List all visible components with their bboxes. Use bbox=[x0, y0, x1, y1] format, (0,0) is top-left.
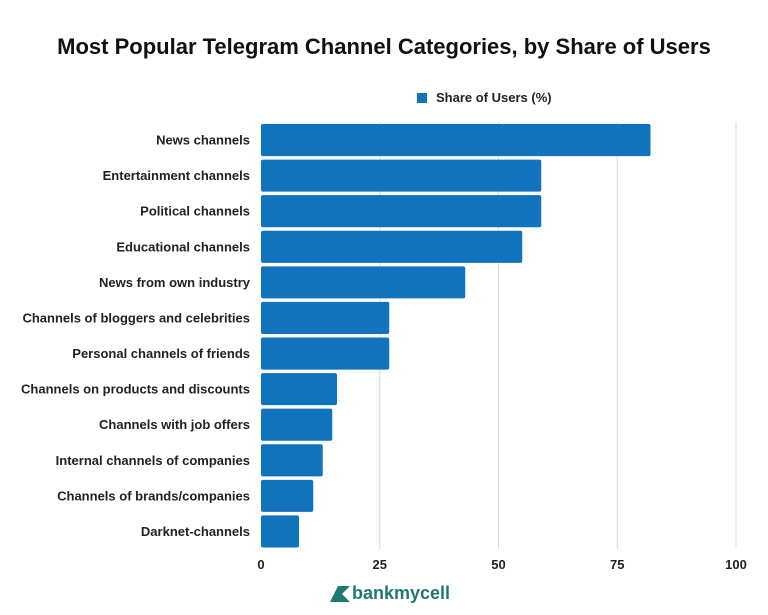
category-label: News channels bbox=[156, 133, 250, 148]
bar bbox=[261, 266, 466, 299]
category-label: Channels with job offers bbox=[99, 417, 250, 432]
logo-text: bankmycell bbox=[352, 582, 451, 603]
legend-label: Share of Users (%) bbox=[436, 90, 552, 105]
category-label: Political channels bbox=[140, 204, 250, 219]
chart-title: Most Popular Telegram Channel Categories… bbox=[57, 34, 711, 59]
bar bbox=[261, 479, 314, 512]
bar bbox=[261, 195, 542, 228]
category-label: Channels of brands/companies bbox=[57, 488, 250, 503]
bar bbox=[261, 159, 542, 192]
category-label: Educational channels bbox=[116, 239, 250, 254]
category-label: Internal channels of companies bbox=[56, 453, 250, 468]
bar bbox=[261, 373, 337, 406]
x-tick-label: 25 bbox=[373, 557, 387, 572]
bar bbox=[261, 301, 390, 334]
category-label: News from own industry bbox=[99, 275, 251, 290]
legend: Share of Users (%) bbox=[417, 90, 552, 105]
category-label: Channels on products and discounts bbox=[21, 382, 250, 397]
bankmycell-logo-icon bbox=[330, 586, 350, 602]
x-tick-label: 100 bbox=[725, 557, 747, 572]
bar bbox=[261, 337, 390, 370]
bar bbox=[261, 408, 333, 441]
legend-swatch bbox=[417, 92, 427, 103]
bar bbox=[261, 230, 523, 263]
category-label: Personal channels of friends bbox=[72, 346, 250, 361]
x-tick-label: 0 bbox=[257, 557, 264, 572]
category-label: Entertainment channels bbox=[103, 168, 250, 183]
category-label: Darknet-channels bbox=[141, 524, 250, 539]
x-tick-label: 75 bbox=[610, 557, 624, 572]
bar bbox=[261, 515, 299, 548]
bar bbox=[261, 444, 323, 477]
logo: bankmycell bbox=[328, 582, 450, 604]
x-tick-label: 50 bbox=[491, 557, 505, 572]
bar bbox=[261, 124, 651, 157]
category-label: Channels of bloggers and celebrities bbox=[22, 310, 250, 325]
